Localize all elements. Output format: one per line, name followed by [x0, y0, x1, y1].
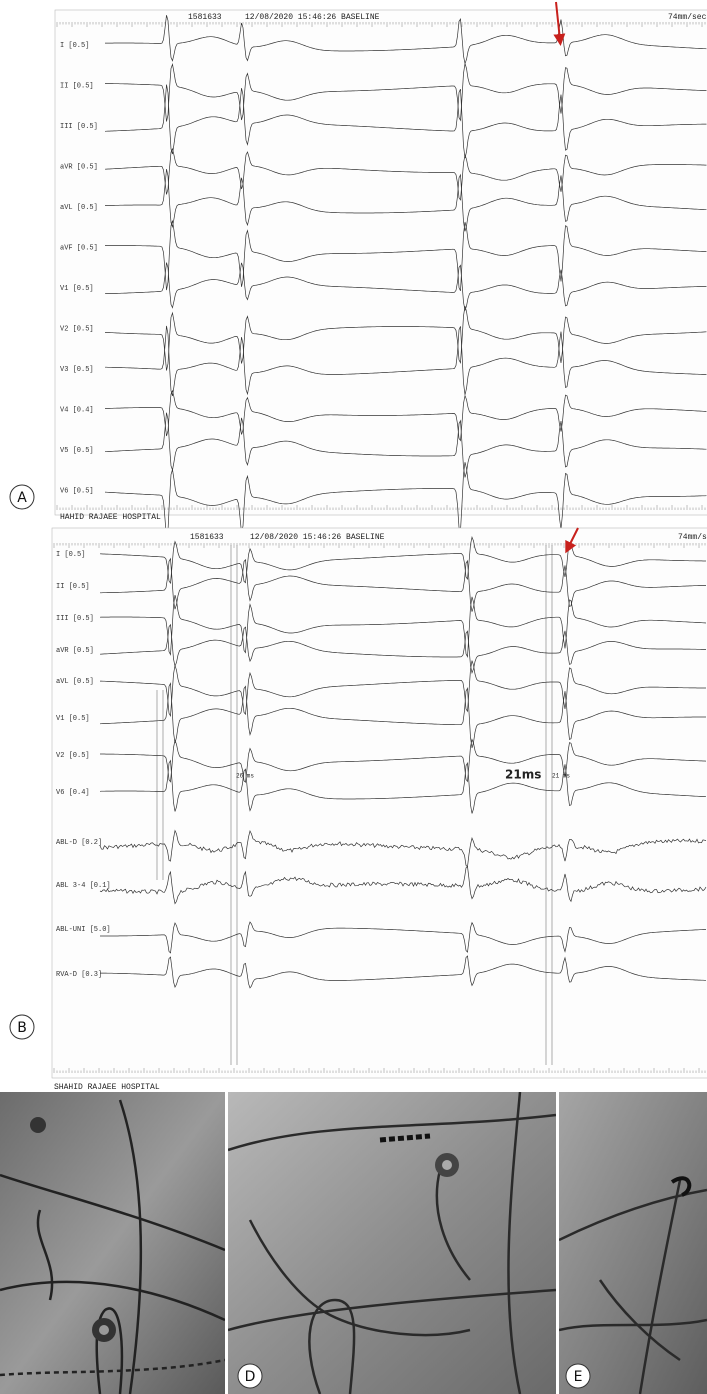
lead-label: V3 [0.5]	[60, 366, 94, 374]
hospital: SHAHID RAJAEE HOSPITAL	[54, 1083, 160, 1092]
lead-label: aVL [0.5]	[60, 204, 98, 212]
lead-label: V6 [0.4]	[56, 789, 90, 797]
panel-label: A	[17, 490, 27, 506]
lead-label: II [0.5]	[56, 583, 90, 591]
lead-label: V1 [0.5]	[56, 715, 90, 723]
timestamp: 12/08/2020 15:46:26 BASELINE	[245, 13, 380, 22]
arrow	[553, 1, 566, 46]
lead-label: aVL [0.5]	[56, 678, 94, 686]
panel-label: E	[574, 1369, 583, 1385]
ecg-trace	[105, 169, 707, 232]
lead-label: V6 [0.5]	[60, 487, 94, 495]
lead-label: RVA-D [0.3]	[56, 971, 102, 979]
ruler	[56, 22, 706, 510]
lead-label: V4 [0.4]	[60, 406, 94, 414]
lead-label: aVF [0.5]	[60, 244, 98, 252]
lead-label: aVR [0.5]	[60, 163, 98, 171]
arrow	[565, 527, 579, 554]
lead-label: ABL 3-4 [0.1]	[56, 882, 111, 890]
ruler-ticks	[53, 543, 706, 1073]
hospital: HAHID RAJAEE HOSPITAL	[60, 513, 161, 522]
ecg-trace	[105, 325, 707, 396]
ecg-trace	[99, 759, 707, 814]
panel-label: B	[17, 1020, 27, 1036]
fluoroscopy-image	[559, 1092, 707, 1394]
speed: 74mm/s	[678, 533, 707, 542]
panel-badge	[565, 1363, 591, 1389]
fluoroscopy-image	[228, 1092, 556, 1394]
ecg-trace	[100, 921, 707, 954]
ecg-trace	[104, 262, 707, 312]
ecg-trace	[100, 557, 706, 612]
ecg-traces	[104, 15, 707, 540]
ecg-trace	[105, 412, 707, 478]
lead-label: ABL-D [0.2]	[56, 839, 102, 847]
speed: 74mm/sec	[668, 13, 707, 22]
ecg-trace	[99, 535, 706, 585]
ecg-trace	[99, 829, 707, 868]
panel-badge	[9, 484, 35, 510]
ecg-trace	[104, 462, 707, 540]
ecg-trace	[105, 15, 707, 65]
fluoroscopy-image	[0, 1092, 225, 1394]
panel-label: D	[245, 1369, 256, 1385]
ecg-traces	[99, 535, 707, 989]
ecg-trace	[104, 147, 707, 201]
ecg-trace	[100, 660, 706, 718]
lead-label: V5 [0.5]	[60, 447, 94, 455]
ecg-trace	[100, 738, 707, 783]
ecg-trace	[104, 220, 707, 291]
lead-label: III [0.5]	[56, 615, 94, 623]
ecg-trace	[99, 623, 706, 675]
ecg-trace	[99, 595, 707, 658]
interval-label: 21 ms	[552, 773, 570, 780]
record-id: 1581633	[188, 13, 222, 22]
lead-label: II [0.5]	[60, 82, 94, 90]
ruler	[53, 543, 706, 1073]
ecg-trace	[104, 389, 707, 442]
ecg-trace	[104, 84, 707, 159]
lead-label: aVR [0.5]	[56, 647, 94, 655]
ecg-strip	[51, 527, 707, 1079]
ecg-trace	[99, 682, 706, 749]
ruler-ticks	[56, 22, 706, 510]
ecg-trace	[100, 955, 706, 989]
lead-label: ABL-UNI [5.0]	[56, 926, 111, 934]
panel-badge	[9, 1014, 35, 1040]
ecg-trace	[104, 306, 707, 371]
interval-label: 21ms	[505, 768, 541, 782]
lead-label: I [0.5]	[60, 42, 89, 50]
timestamp: 12/08/2020 15:46:26 BASELINE	[250, 533, 385, 542]
record-id: 1581633	[190, 533, 224, 542]
lead-label: V2 [0.5]	[56, 752, 90, 760]
lead-label: III [0.5]	[60, 123, 98, 131]
calipers	[156, 545, 553, 1065]
panel-badge	[237, 1363, 263, 1389]
lead-label: I [0.5]	[56, 551, 85, 559]
ecg-strip	[54, 9, 707, 516]
ecg-trace	[99, 865, 707, 905]
lead-label: V2 [0.5]	[60, 325, 94, 333]
interval-label: 26 ms	[236, 773, 254, 780]
lead-label: V1 [0.5]	[60, 285, 94, 293]
ecg-trace	[104, 62, 707, 122]
